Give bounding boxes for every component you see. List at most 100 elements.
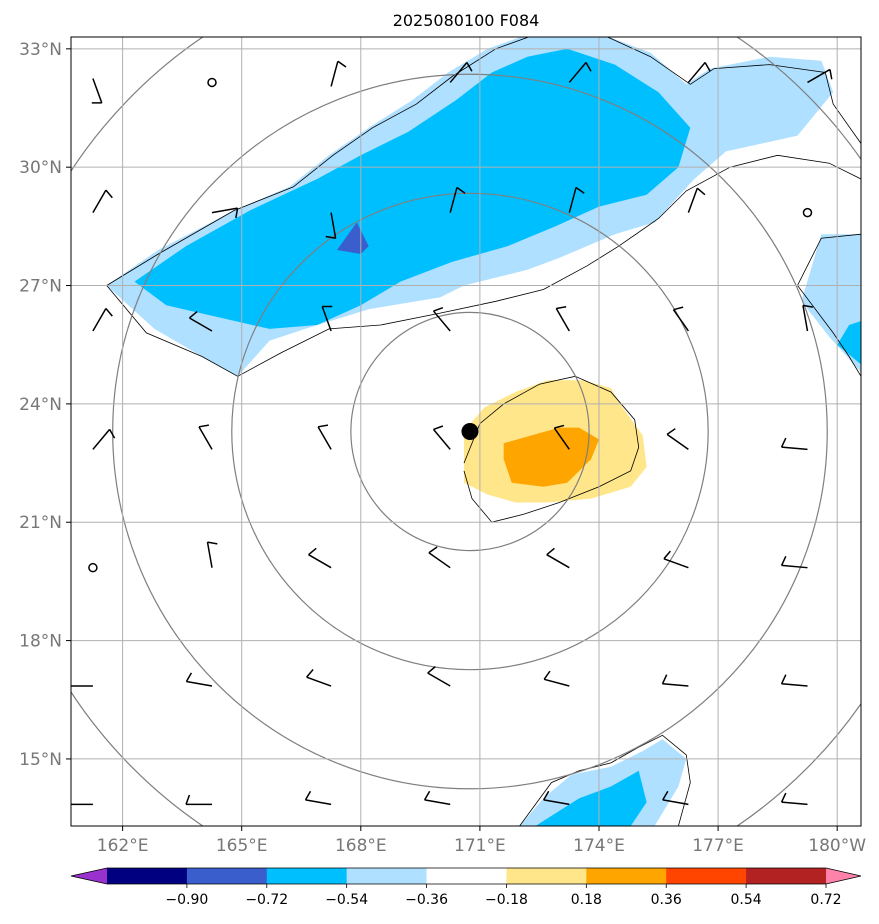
y-tick-label: 18°N [19,632,62,652]
x-tick-label: 174°E [573,836,625,856]
wind-barb [546,547,570,569]
colorbar-tick-label: 0.72 [810,892,841,908]
colorbar-tick-label: −0.90 [165,892,208,908]
y-tick-label: 21°N [19,513,62,533]
wind-barb [185,672,213,687]
wind-barb [663,550,689,569]
chart-title: 2025080100 F084 [393,11,540,30]
wind-barb [185,794,213,806]
wind-barb [432,306,451,332]
y-tick-label: 15°N [19,750,62,770]
wind-barb [672,306,690,332]
wind-barb [555,306,570,332]
wind-barb [543,670,570,687]
colorbar-tick-label: 0.36 [651,892,682,908]
colorbar-segment [426,868,507,884]
colorbar-segment [506,868,587,884]
calm-wind-marker [88,562,98,573]
shaded-region [503,427,599,487]
wind-barb [91,78,103,104]
colorbar: −0.90 −0.72 −0.54 −0.36 −0.18 0.18 0.36 0.54 0.7… [70,867,862,908]
colorbar-segment [346,868,428,884]
wind-barb [780,556,808,569]
wind-barb [304,790,332,806]
contour-line [797,233,861,377]
shaded-region [535,770,647,826]
wind-barb [92,428,116,450]
shaded-region [134,48,691,329]
colorbar-outline [70,867,862,885]
y-tick-label: 33°N [19,40,62,60]
colorbar-segment [266,868,348,884]
range-ring [350,311,590,552]
colorbar-tick-label: −0.72 [245,892,288,908]
contour-line [106,37,861,286]
contour-line [106,154,861,377]
calm-wind-marker [207,77,217,88]
wind-barb [568,186,585,213]
wind-barb [330,60,347,87]
calm-wind-marker [802,207,813,218]
colorbar-extend-low [71,868,107,884]
plot-frame [70,36,862,827]
colorbar-segment [186,868,268,884]
x-tick-label: 180°W [808,836,866,856]
wind-barb [807,68,833,84]
y-tick-label: 24°N [19,395,62,415]
wind-barb [802,304,813,332]
wind-barb [666,428,689,450]
wind-barb [317,424,332,450]
wind-barb [211,207,239,219]
colorbar-segment [107,868,188,884]
colorbar-extend-high [826,868,861,884]
colorbar-tick-label: −0.36 [405,892,448,908]
contour-line [463,375,640,523]
shaded-region [837,321,861,365]
x-tick-label: 162°E [97,836,149,856]
storm-center-marker [461,423,479,440]
colorbar-segment [586,868,667,884]
range-ring [112,73,828,790]
wind-barb [198,424,213,450]
wind-barb [206,541,218,568]
wind-barb [423,790,451,806]
wind-barb [449,62,473,83]
y-tick-label: 30°N [19,158,62,178]
colorbar-tick-label: −0.54 [325,892,368,908]
range-ring [231,192,709,671]
wind-barb [321,305,333,332]
wind-barb [92,189,113,214]
wind-barb [325,212,337,239]
wind-barb [92,307,113,332]
wind-barb [661,674,689,687]
wind-barb [449,186,466,213]
wind-barb [553,424,570,450]
x-axis-ticks: 162°E 165°E 168°E 171°E 174°E 177°E 180°W [97,826,866,856]
colorbar-segment [746,868,827,884]
y-axis-ticks: 33°N 30°N 27°N 24°N 21°N 18°N 15°N [19,40,71,770]
x-tick-label: 177°E [692,836,744,856]
y-tick-label: 27°N [19,277,62,297]
colorbar-segment [666,868,747,884]
wind-barb [428,546,451,569]
x-tick-label: 165°E [216,836,268,856]
wind-barb [308,547,332,569]
colorbar-tick-label: 0.18 [571,892,602,908]
wind-barb [780,437,808,451]
colorbar-tick-label: −0.18 [485,892,528,908]
colorbar-tick-label: 0.54 [731,892,762,908]
wind-barb [662,790,689,806]
wind-barb [780,674,808,687]
wind-barb [780,792,808,806]
wind-barb [189,310,213,332]
wind-barb [687,187,706,213]
x-tick-label: 168°E [335,836,387,856]
wind-barb [687,62,711,83]
wind-barb [543,790,570,806]
wind-barb [432,425,451,450]
wind-barb [568,62,592,83]
wind-barb [427,666,451,687]
x-tick-label: 171°E [454,836,506,856]
